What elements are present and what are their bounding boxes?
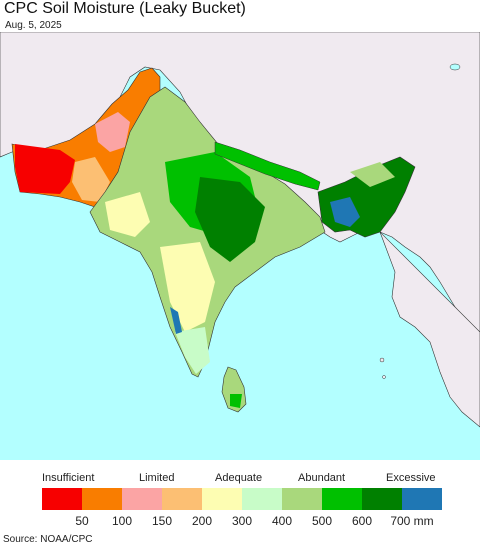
legend-swatch-6 — [242, 488, 282, 510]
legend-swatch-3 — [122, 488, 162, 510]
andaman-islands-2 — [382, 375, 386, 379]
punjab-tan — [72, 157, 110, 202]
legend-swatch-2 — [82, 488, 122, 510]
legend-swatch-10 — [402, 488, 442, 510]
legend-category-labels: Insufficient Limited Adequate Abundant E… — [0, 472, 480, 486]
tibet-lake — [449, 63, 461, 71]
sri-lanka-south-green — [230, 394, 242, 408]
legend-swatch-1 — [42, 488, 82, 510]
legend-abundant: Abundant — [298, 472, 346, 484]
legend-tick: 500 — [311, 514, 333, 528]
legend-swatch-8 — [322, 488, 362, 510]
map-date: Aug. 5, 2025 — [5, 20, 62, 31]
legend-ticks: 50 100 150 200 300 400 500 600 700 mm — [0, 514, 480, 528]
source-credit: Source: NOAA/CPC — [3, 534, 93, 545]
legend-tick: 400 — [271, 514, 293, 528]
ne-lightgreen — [350, 162, 395, 187]
india-dark-green — [195, 177, 265, 262]
legend-tick: 150 — [151, 514, 173, 528]
sindh-pink — [95, 112, 130, 152]
legend-adequate: Adequate — [215, 472, 263, 484]
legend-excessive: Excessive — [386, 472, 436, 484]
legend-swatch-7 — [282, 488, 322, 510]
legend-tick: 600 — [351, 514, 373, 528]
india-yellow-west — [105, 192, 150, 237]
india-lightgreen-south — [175, 327, 210, 374]
legend-insufficient: Insufficient — [42, 472, 95, 484]
india-blue-west-coast — [170, 307, 182, 334]
legend-limited: Limited — [139, 472, 175, 484]
legend-swatch-4 — [162, 488, 202, 510]
legend-tick: 200 — [191, 514, 213, 528]
andaman-islands — [379, 357, 385, 363]
bangladesh-blue — [330, 197, 360, 227]
legend-color-bar — [42, 488, 442, 510]
legend-tick: 300 — [231, 514, 253, 528]
legend-swatch-5 — [202, 488, 242, 510]
soil-moisture-map — [0, 32, 480, 460]
legend-tick: 50 — [75, 514, 89, 528]
legend-tick: 700 mm — [390, 514, 434, 528]
legend-swatch-9 — [362, 488, 402, 510]
legend-tick: 100 — [111, 514, 133, 528]
balochistan-red — [15, 144, 75, 194]
nepal-region — [214, 141, 321, 191]
southeast-asia-land — [379, 231, 480, 428]
map-title: CPC Soil Moisture (Leaky Bucket) — [4, 0, 246, 17]
